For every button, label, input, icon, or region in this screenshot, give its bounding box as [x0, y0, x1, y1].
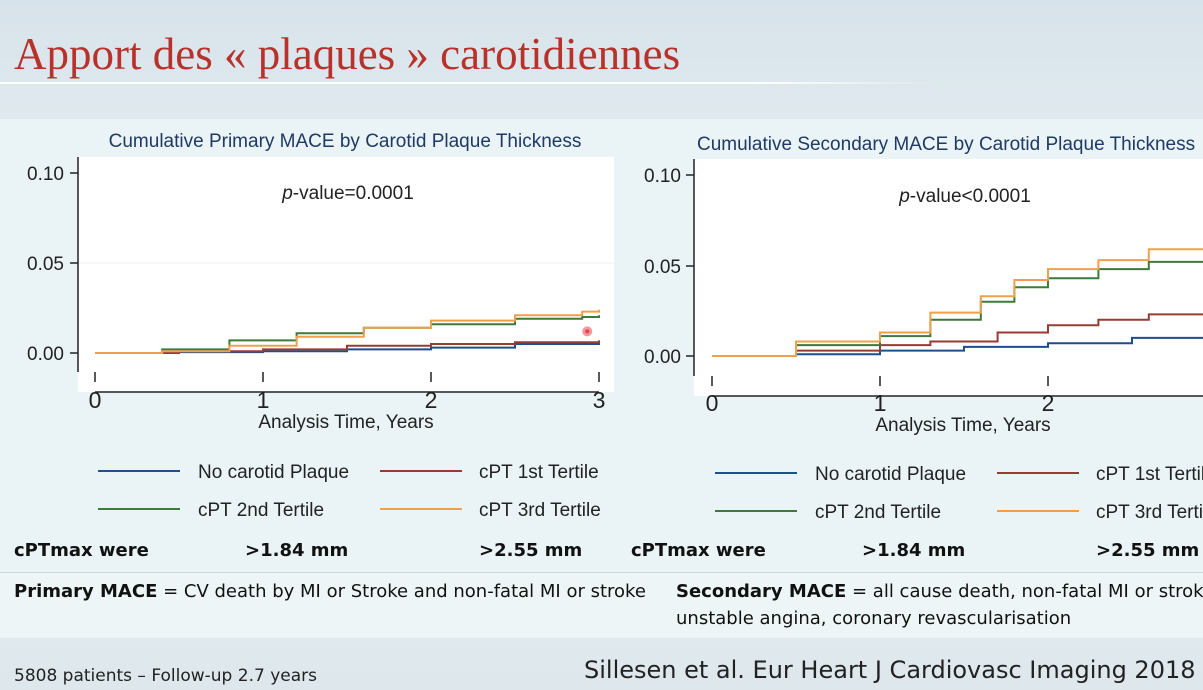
legend-label-tertile3: cPT 3rd Tertile	[1096, 502, 1203, 523]
definitions-band	[0, 572, 1203, 637]
secondary-mace-text: = all cause death, non-fatal MI or strok…	[846, 581, 1203, 602]
legend-label-no-plaque: No carotid Plaque	[815, 464, 966, 485]
cpt-value-left-2: >2.55 mm	[479, 540, 583, 561]
series-tertile1	[712, 313, 1203, 357]
x-axis-label: Analysis Time, Years	[875, 415, 1050, 436]
series-layer	[95, 309, 600, 354]
legend-label-no-plaque: No carotid Plaque	[198, 462, 349, 483]
x-axis-label: Analysis Time, Years	[258, 412, 433, 433]
y-tick-label: 0.10	[27, 164, 64, 185]
p-value-text: -value=0.0001	[293, 183, 414, 204]
legend-label-tertile2: cPT 2nd Tertile	[815, 502, 941, 523]
primary-mace-text: = CV death by MI or Stroke and non-fatal…	[157, 581, 646, 602]
p-value-annotation: p-value<0.0001	[898, 186, 1031, 207]
x-tick-label: 3	[593, 387, 606, 413]
cpt-value-right-1: >1.84 mm	[862, 540, 966, 561]
p-italic: p	[281, 183, 293, 204]
y-tick-label: 0.10	[644, 166, 681, 187]
chart-title: Cumulative Primary MACE by Carotid Plaqu…	[109, 131, 582, 152]
x-tick-label: 1	[874, 390, 887, 416]
legend-label-tertile2: cPT 2nd Tertile	[198, 500, 324, 521]
primary-mace-term: Primary MACE	[14, 581, 158, 602]
legend-label-tertile1: cPT 1st Tertile	[1096, 464, 1203, 485]
p-value-annotation: p-value=0.0001	[281, 183, 414, 204]
series-tertile3	[712, 248, 1203, 357]
x-tick-label: 2	[1042, 390, 1055, 416]
cpt-label-right: cPTmax were	[631, 540, 766, 561]
legend: No carotid Plaque cPT 1st Tertile cPT 2n…	[715, 464, 1203, 523]
footer-patients: 5808 patients – Follow-up 2.7 years	[14, 666, 317, 686]
y-tick-label: 0.00	[644, 347, 681, 368]
x-tick-label: 0	[89, 387, 102, 413]
chart-secondary: Cumulative Secondary MACE by Carotid Pla…	[644, 134, 1203, 523]
x-tick-label: 1	[257, 387, 270, 413]
charts-svg: Cumulative Primary MACE by Carotid Plaqu…	[27, 131, 1203, 523]
y-tick-label: 0.00	[27, 344, 64, 365]
cursor-marker-dot	[585, 329, 590, 334]
slide-title: Apport des « plaques » carotidiennes	[14, 29, 681, 79]
series-tertile3	[95, 309, 600, 354]
secondary-mace-definition: Secondary MACE = all cause death, non-fa…	[676, 578, 1203, 632]
y-tick-label: 0.05	[644, 257, 681, 278]
y-tick-label: 0.05	[27, 254, 64, 275]
footer-citation: Sillesen et al. Eur Heart J Cardiovasc I…	[584, 656, 1196, 684]
x-tick-label: 2	[425, 387, 438, 413]
secondary-mace-line2: unstable angina, coronary revascularisat…	[676, 608, 1072, 629]
legend-label-tertile3: cPT 3rd Tertile	[479, 500, 601, 521]
cpt-value-left-1: >1.84 mm	[245, 540, 349, 561]
secondary-mace-term: Secondary MACE	[676, 581, 847, 602]
series-layer	[712, 248, 1203, 357]
title-underline	[0, 82, 940, 84]
p-value-text: -value<0.0001	[910, 186, 1031, 207]
primary-mace-definition: Primary MACE = CV death by MI or Stroke …	[14, 578, 646, 605]
legend: No carotid Plaque cPT 1st Tertile cPT 2n…	[98, 462, 601, 521]
x-tick-label: 0	[706, 390, 719, 416]
chart-primary: Cumulative Primary MACE by Carotid Plaqu…	[27, 131, 614, 521]
series-tertile2	[712, 260, 1203, 357]
p-italic: p	[898, 186, 910, 207]
cpt-value-right-2: >2.55 mm	[1096, 540, 1200, 561]
cpt-label-left: cPTmax were	[14, 540, 149, 561]
legend-label-tertile1: cPT 1st Tertile	[479, 462, 599, 483]
chart-title: Cumulative Secondary MACE by Carotid Pla…	[697, 134, 1195, 155]
